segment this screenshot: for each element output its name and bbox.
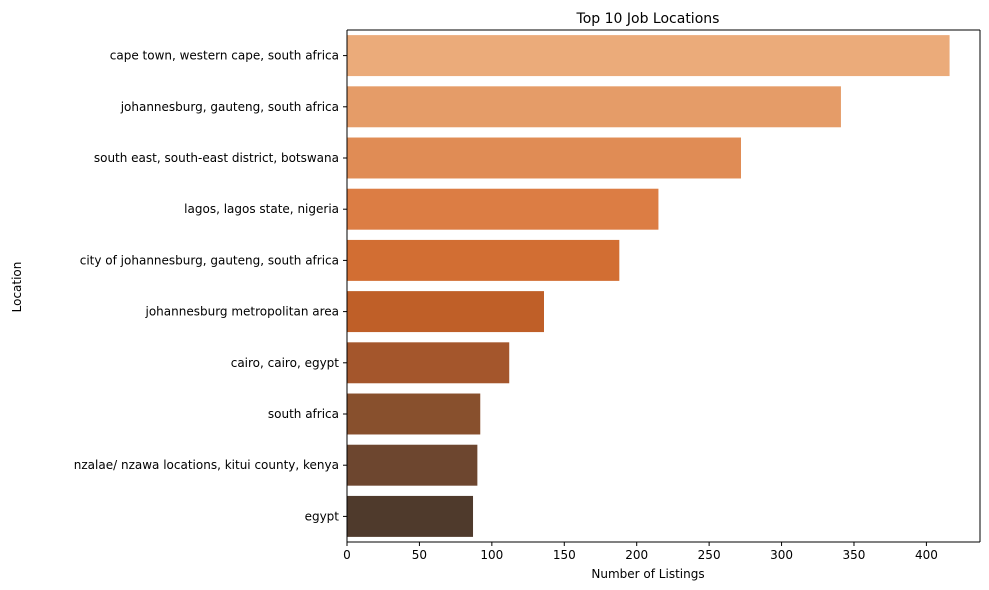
y-ticks: cape town, western cape, south africa joh…	[74, 49, 347, 523]
y-tick-label: johannesburg metropolitan area	[144, 305, 339, 319]
y-axis-label: Location	[10, 262, 24, 313]
bar	[347, 495, 474, 537]
bar	[347, 137, 741, 179]
bar	[347, 291, 544, 333]
bar	[347, 393, 481, 435]
y-tick-label: cairo, cairo, egypt	[231, 356, 340, 370]
bars-layer	[347, 35, 950, 537]
x-tick-label: 250	[698, 548, 721, 562]
bar	[347, 342, 510, 384]
y-tick-label: south africa	[268, 407, 339, 421]
y-tick-label: cape town, western cape, south africa	[110, 49, 339, 63]
y-tick-label: nzalae/ nzawa locations, kitui county, k…	[74, 458, 339, 472]
bar	[347, 86, 841, 128]
x-tick-label: 200	[625, 548, 648, 562]
x-tick-label: 300	[770, 548, 793, 562]
x-tick-label: 400	[915, 548, 938, 562]
y-tick-label: city of johannesburg, gauteng, south afr…	[80, 253, 339, 267]
y-tick-label: johannesburg, gauteng, south africa	[120, 100, 339, 114]
y-tick-label: south east, south-east district, botswan…	[94, 151, 339, 165]
bar	[347, 239, 620, 281]
x-tick-label: 350	[843, 548, 866, 562]
bar	[347, 35, 950, 77]
y-tick-label: egypt	[305, 509, 340, 523]
x-ticks: 0 50 100 150 200 250 300 350 400	[343, 542, 938, 562]
bar	[347, 444, 478, 486]
x-axis-label: Number of Listings	[591, 567, 704, 581]
x-tick-label: 0	[343, 548, 351, 562]
x-tick-label: 150	[553, 548, 576, 562]
axes-layer	[346, 29, 981, 543]
x-tick-label: 100	[480, 548, 503, 562]
x-tick-label: 50	[412, 548, 427, 562]
y-tick-label: lagos, lagos state, nigeria	[184, 202, 339, 216]
chart-title: Top 10 Job Locations	[576, 11, 720, 27]
bar	[347, 188, 659, 230]
